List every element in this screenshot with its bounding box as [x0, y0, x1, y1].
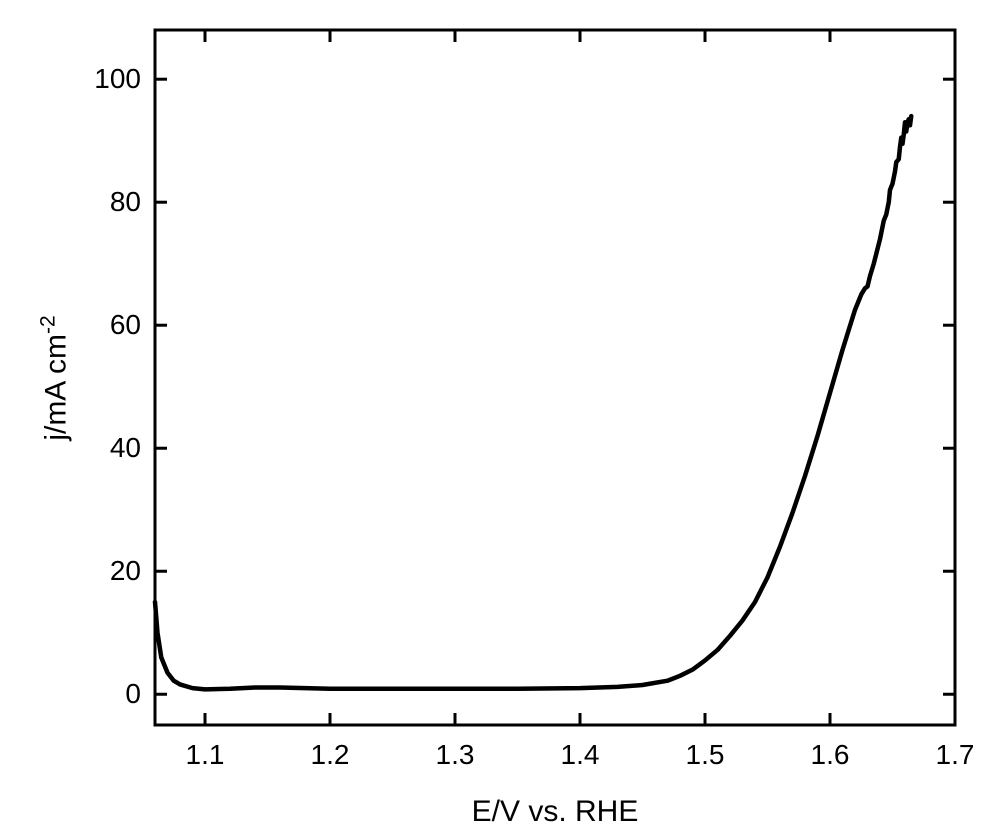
- x-tick-label: 1.5: [686, 739, 725, 771]
- plot-area: [155, 30, 955, 725]
- lsv-chart: j/mA cm-2 E/V vs. RHE 1.1 1.2 1.3 1.4 1.5 1.6…: [0, 0, 1000, 834]
- lsv-curve: [155, 116, 911, 689]
- x-tick-label: 1.3: [436, 739, 475, 771]
- x-tick-label: 1.2: [311, 739, 350, 771]
- y-tick-label: 60: [91, 309, 141, 341]
- x-tick-label: 1.7: [936, 739, 975, 771]
- x-axis-label: E/V vs. RHE: [472, 795, 639, 829]
- plot-svg: [155, 30, 955, 725]
- y-tick-label: 80: [91, 186, 141, 218]
- y-tick-label: 100: [91, 63, 141, 95]
- x-tick-label: 1.4: [561, 739, 600, 771]
- x-tick-label: 1.1: [186, 739, 225, 771]
- y-tick-label: 40: [91, 432, 141, 464]
- y-tick-label: 0: [91, 678, 141, 710]
- y-tick-label: 20: [91, 555, 141, 587]
- y-axis-label: j/mA cm-2: [37, 315, 74, 440]
- x-tick-label: 1.6: [811, 739, 850, 771]
